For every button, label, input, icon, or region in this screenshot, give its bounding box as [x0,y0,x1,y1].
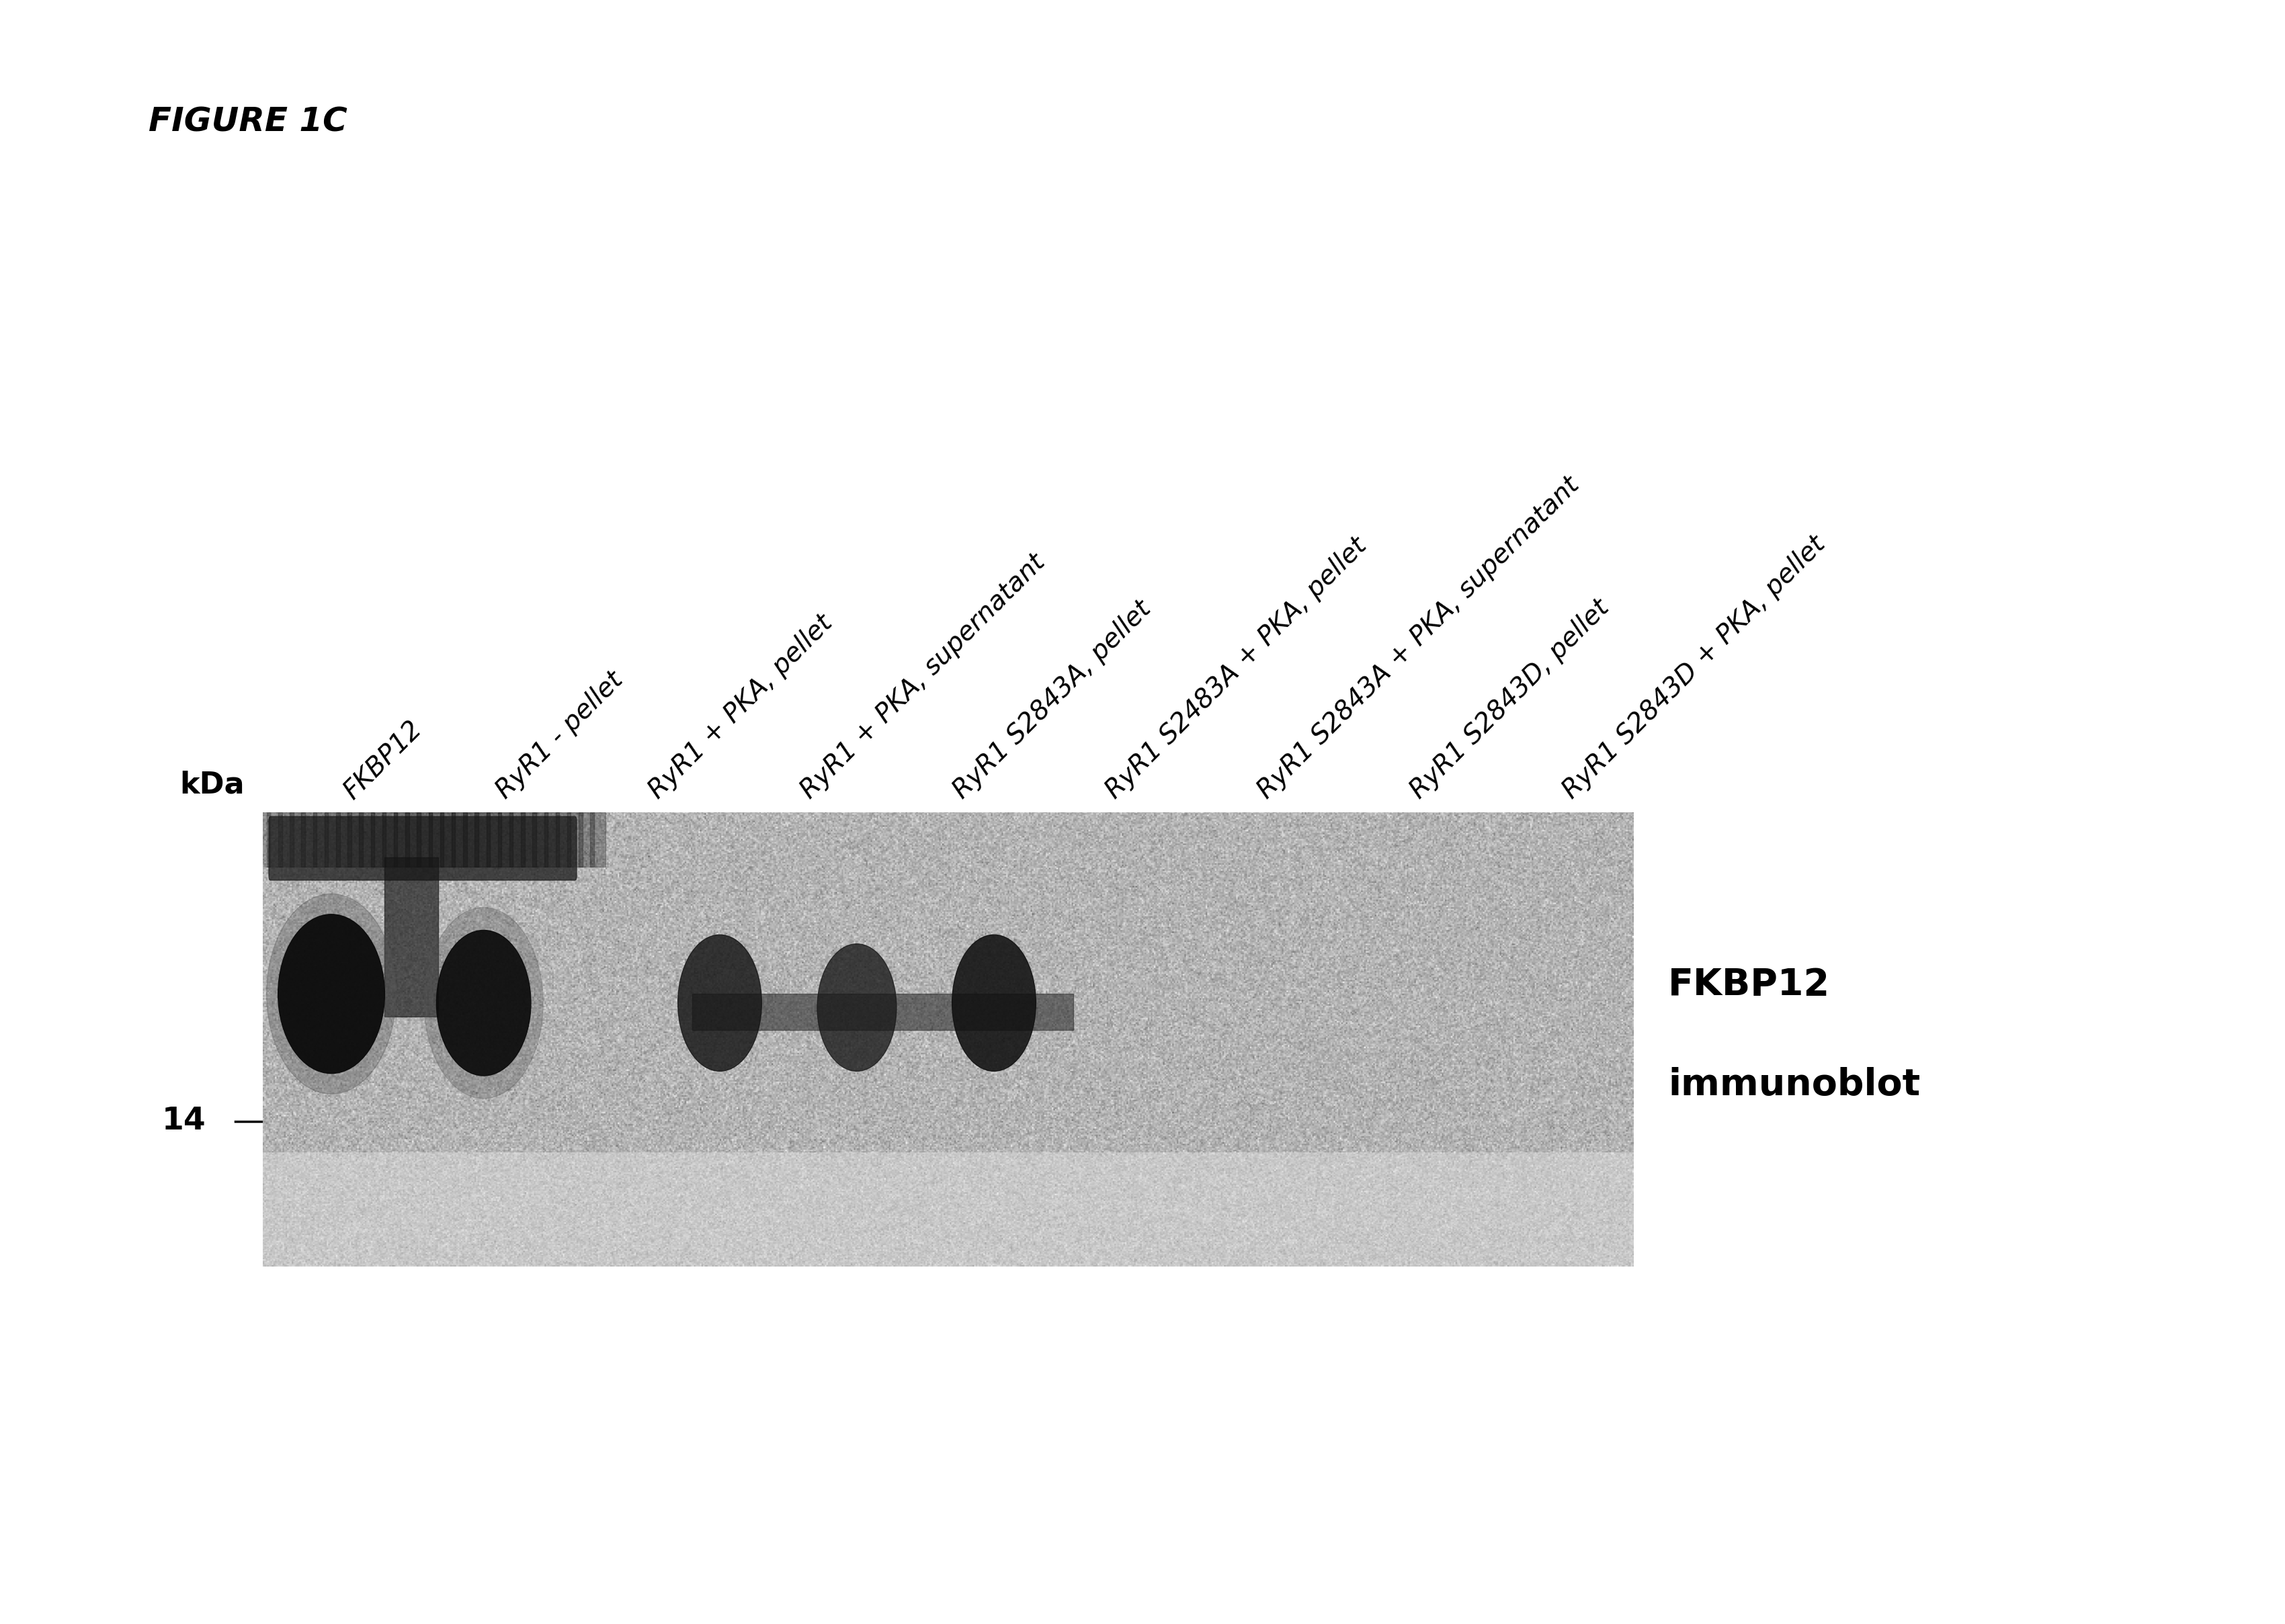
Text: RyR1 + PKA, supernatant: RyR1 + PKA, supernatant [795,549,1051,804]
Ellipse shape [267,893,395,1095]
Ellipse shape [425,908,544,1098]
Ellipse shape [953,935,1035,1072]
Bar [384,857,439,1017]
Text: RyR1 - pellet: RyR1 - pellet [491,667,628,804]
Text: RyR1 + PKA, pellet: RyR1 + PKA, pellet [644,611,836,804]
Text: RyR1 S2483A + PKA, pellet: RyR1 S2483A + PKA, pellet [1101,533,1371,804]
Ellipse shape [436,931,530,1075]
Text: RyR1 S2843A + PKA, supernatant: RyR1 S2843A + PKA, supernatant [1252,473,1584,804]
Bar [692,994,1074,1030]
Text: immunoblot: immunoblot [1668,1067,1919,1103]
Ellipse shape [818,944,896,1072]
Ellipse shape [679,935,761,1072]
Text: kDa: kDa [181,770,244,799]
Text: RyR1 S2843D + PKA, pellet: RyR1 S2843D + PKA, pellet [1558,531,1830,804]
Text: 14: 14 [162,1106,206,1137]
Text: RyR1 S2843D, pellet: RyR1 S2843D, pellet [1405,594,1613,804]
Text: RyR1 S2843A, pellet: RyR1 S2843A, pellet [948,596,1156,804]
Text: FKBP12: FKBP12 [338,716,427,804]
Ellipse shape [279,914,384,1073]
Text: FKBP12: FKBP12 [1668,966,1830,1004]
FancyBboxPatch shape [270,817,576,880]
Text: FIGURE 1C: FIGURE 1C [149,106,347,138]
